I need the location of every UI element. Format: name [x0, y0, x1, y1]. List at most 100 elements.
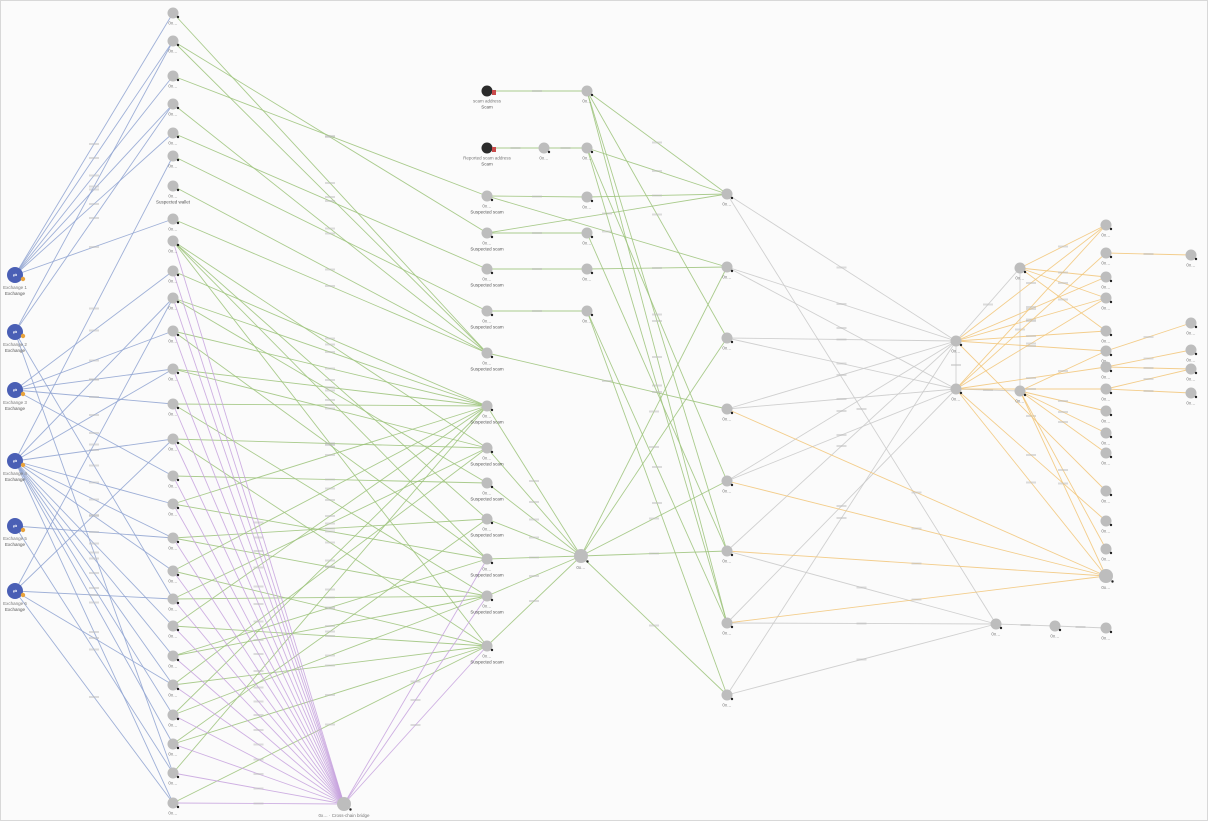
address-node-icon[interactable] [1185, 317, 1197, 329]
address-node-icon[interactable] [1100, 325, 1112, 337]
address-node-icon[interactable] [167, 679, 179, 691]
address-node-icon[interactable] [167, 180, 179, 192]
node-address[interactable]: 0x… [581, 85, 594, 104]
address-node-icon[interactable] [1100, 427, 1112, 439]
address-node-icon[interactable] [721, 403, 733, 415]
node-address[interactable]: 0x… [1100, 485, 1113, 504]
address-node-icon[interactable] [167, 498, 179, 510]
address-node-icon[interactable] [481, 640, 493, 652]
address-node-icon[interactable] [721, 617, 733, 629]
address-node-icon[interactable] [721, 545, 733, 557]
node-address[interactable]: 0x…Suspected scam [470, 477, 504, 502]
node-address[interactable]: 0x…Suspected scam [470, 305, 504, 330]
node-address[interactable]: 0x… [167, 679, 180, 698]
address-node-icon[interactable] [167, 470, 179, 482]
address-node-icon[interactable] [167, 7, 179, 19]
address-node-icon[interactable] [721, 332, 733, 344]
address-node-icon[interactable] [1100, 405, 1112, 417]
address-node-icon[interactable] [721, 188, 733, 200]
address-node-icon[interactable] [1185, 344, 1197, 356]
node-address[interactable]: 0x…Suspected scam [470, 400, 504, 425]
address-node-icon[interactable] [167, 738, 179, 750]
node-address[interactable]: 0x… [1099, 569, 1114, 590]
scam-node-icon[interactable] [481, 142, 493, 154]
address-node-icon[interactable] [581, 85, 593, 97]
address-node-icon[interactable] [1100, 515, 1112, 527]
node-address[interactable]: 0x… [721, 403, 734, 422]
node-address[interactable]: 0x… [574, 549, 589, 570]
node-address[interactable]: 0x… [990, 618, 1003, 637]
address-node-icon[interactable] [167, 532, 179, 544]
node-address[interactable]: 0x… [167, 363, 180, 382]
address-node-icon[interactable] [167, 265, 179, 277]
exchange-node-icon[interactable] [7, 583, 23, 599]
exchange-node-icon[interactable] [7, 267, 23, 283]
node-address[interactable]: 0x… [167, 292, 180, 311]
address-node-icon[interactable] [1100, 271, 1112, 283]
address-node-icon[interactable] [167, 235, 179, 247]
address-node-icon[interactable] [167, 620, 179, 632]
address-node-icon[interactable] [337, 797, 351, 811]
node-address[interactable]: 0x… [950, 383, 963, 402]
node-address[interactable]: 0x… [1100, 292, 1113, 311]
node-address[interactable]: 0x… [167, 7, 180, 26]
node-address[interactable]: 0x… [1100, 405, 1113, 424]
node-address[interactable]: 0x… [1185, 363, 1198, 382]
address-node-icon[interactable] [167, 797, 179, 809]
node-address[interactable]: 0x… [167, 70, 180, 89]
address-node-icon[interactable] [581, 305, 593, 317]
node-address[interactable]: 0x… · Cross-chain bridge [318, 797, 370, 818]
address-node-icon[interactable] [950, 383, 962, 395]
address-node-icon[interactable] [1100, 622, 1112, 634]
address-node-icon[interactable] [721, 689, 733, 701]
address-node-icon[interactable] [721, 261, 733, 273]
node-address[interactable]: 0x… [1100, 345, 1113, 364]
node-address[interactable]: 0x… [167, 797, 180, 816]
node-address[interactable]: 0x… [167, 498, 180, 517]
address-node-icon[interactable] [481, 590, 493, 602]
node-address[interactable]: 0x…Suspected scam [470, 190, 504, 215]
address-node-icon[interactable] [1100, 219, 1112, 231]
node-address[interactable]: 0x… [1185, 344, 1198, 363]
exchange-node-icon[interactable] [7, 382, 23, 398]
address-node-icon[interactable] [574, 549, 588, 563]
node-address[interactable]: 0x… [721, 188, 734, 207]
address-node-icon[interactable] [1100, 543, 1112, 555]
address-node-icon[interactable] [1100, 383, 1112, 395]
node-address[interactable]: 0x… [167, 325, 180, 344]
node-address[interactable]: 0x… [950, 335, 963, 354]
address-node-icon[interactable] [167, 150, 179, 162]
node-address[interactable]: 0x… [581, 142, 594, 161]
node-address[interactable]: 0x…Suspected scam [470, 590, 504, 615]
node-address[interactable]: 0x…Suspected scam [470, 553, 504, 578]
node-address[interactable]: 0x…Suspected scam [470, 227, 504, 252]
exchange-node-icon[interactable] [7, 453, 23, 469]
node-address[interactable]: 0x… [1100, 447, 1113, 466]
node-address[interactable]: 0x… [721, 617, 734, 636]
node-address[interactable]: 0x… [1014, 262, 1027, 281]
node-address[interactable]: 0x… [721, 475, 734, 494]
address-node-icon[interactable] [481, 347, 493, 359]
node-address[interactable]: 0x… [581, 191, 594, 210]
address-node-icon[interactable] [167, 127, 179, 139]
address-node-icon[interactable] [481, 513, 493, 525]
address-node-icon[interactable] [481, 400, 493, 412]
node-address[interactable]: 0x… [721, 332, 734, 351]
address-node-icon[interactable] [481, 442, 493, 454]
node-address[interactable]: 0x… [581, 263, 594, 282]
node-address[interactable]: 0x… [167, 738, 180, 757]
address-node-icon[interactable] [1185, 387, 1197, 399]
address-node-icon[interactable] [1014, 385, 1026, 397]
node-address[interactable]: 0x… [1100, 383, 1113, 402]
address-node-icon[interactable] [581, 227, 593, 239]
address-node-icon[interactable] [167, 292, 179, 304]
scam-node-icon[interactable] [481, 85, 493, 97]
address-node-icon[interactable] [167, 213, 179, 225]
address-node-icon[interactable] [167, 593, 179, 605]
node-address[interactable]: 0x… [167, 532, 180, 551]
node-address[interactable]: 0x… [1049, 620, 1062, 639]
address-node-icon[interactable] [167, 325, 179, 337]
node-address[interactable]: 0x… [167, 127, 180, 146]
